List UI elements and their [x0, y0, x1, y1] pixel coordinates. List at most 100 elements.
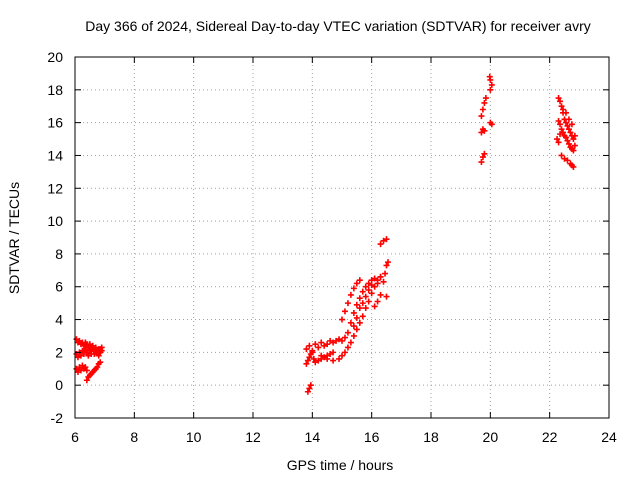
data-point — [571, 142, 578, 149]
data-point — [353, 280, 360, 287]
data-point — [353, 301, 360, 308]
data-point — [350, 332, 357, 339]
data-point — [554, 136, 561, 143]
data-point — [303, 360, 310, 367]
data-point — [570, 136, 577, 143]
data-point — [356, 305, 363, 312]
data-point — [558, 126, 565, 133]
data-point — [570, 147, 577, 154]
data-point — [565, 126, 572, 133]
y-tick-label: 12 — [47, 180, 63, 196]
data-point — [347, 339, 354, 346]
data-point — [481, 150, 488, 157]
data-point — [310, 355, 317, 362]
x-axis-title: GPS time / hours — [287, 457, 394, 473]
data-point — [365, 287, 372, 294]
data-point — [89, 346, 96, 353]
chart-title: Day 366 of 2024, Sidereal Day-to-day VTE… — [85, 18, 591, 34]
data-point — [555, 117, 562, 124]
x-tick-label: 8 — [130, 429, 138, 445]
data-point — [97, 359, 104, 366]
data-point — [564, 137, 571, 144]
data-point — [339, 352, 345, 359]
data-point — [356, 277, 363, 284]
y-tick-label: 0 — [55, 377, 63, 393]
data-point — [558, 152, 565, 159]
data-point — [98, 344, 105, 351]
data-point — [324, 355, 331, 362]
x-tick-label: 22 — [542, 429, 558, 445]
y-axis-title: SDTVAR / TECUs — [6, 182, 22, 294]
data-point — [368, 282, 375, 289]
data-point — [306, 354, 313, 361]
data-point — [565, 140, 572, 147]
x-tick-labels: 6 8 10 12 14 16 18 20 22 24 — [71, 429, 617, 445]
data-point — [482, 95, 489, 102]
data-point — [562, 119, 569, 126]
x-tick-label: 16 — [364, 429, 380, 445]
data-point — [339, 316, 345, 323]
data-point — [384, 259, 391, 266]
data-point — [487, 86, 494, 93]
data-point — [336, 355, 343, 362]
data-point — [82, 364, 89, 371]
data-point — [359, 313, 366, 320]
data-point — [303, 346, 310, 353]
data-point — [383, 262, 390, 269]
data-point — [570, 163, 577, 170]
data-point — [557, 131, 564, 138]
x-tick-label: 10 — [186, 429, 202, 445]
data-point — [383, 293, 390, 300]
data-point — [481, 99, 488, 106]
data-point — [383, 236, 390, 243]
data-point — [362, 305, 369, 312]
grid — [75, 57, 609, 418]
data-point — [306, 342, 313, 349]
data-point — [481, 127, 488, 134]
y-tick-label: -2 — [51, 410, 64, 426]
data-point — [350, 309, 357, 316]
data-point — [353, 326, 360, 333]
data-point — [365, 298, 372, 305]
data-point — [309, 347, 316, 354]
data-point — [83, 377, 90, 384]
x-tick-label: 6 — [71, 429, 79, 445]
data-point — [479, 154, 486, 161]
data-point — [94, 364, 101, 371]
ticks — [74, 56, 610, 419]
data-point — [341, 308, 348, 315]
data-points — [73, 73, 578, 395]
data-point — [356, 319, 363, 326]
data-point — [350, 323, 357, 330]
data-point — [377, 291, 384, 298]
y-tick-label: 2 — [55, 344, 63, 360]
data-point — [555, 139, 562, 146]
x-tick-label: 18 — [423, 429, 439, 445]
data-point — [567, 129, 574, 136]
x-tick-label: 24 — [601, 429, 617, 445]
y-tick-label: 14 — [47, 147, 63, 163]
y-tick-label: 8 — [55, 246, 63, 262]
data-point — [341, 349, 348, 356]
y-tick-label: 20 — [47, 49, 63, 65]
data-point — [488, 81, 495, 88]
data-point — [571, 132, 578, 139]
data-point — [359, 300, 366, 307]
data-point — [353, 314, 360, 321]
data-point — [558, 103, 565, 110]
data-point — [478, 113, 485, 120]
y-tick-label: 4 — [55, 312, 63, 328]
data-point — [330, 357, 337, 364]
data-point — [304, 357, 311, 364]
data-point — [564, 122, 571, 129]
data-point — [344, 329, 351, 336]
plot-border — [74, 56, 610, 419]
y-tick-label: 10 — [47, 213, 63, 229]
y-tick-label: 16 — [47, 115, 63, 131]
data-point — [557, 98, 564, 105]
data-point — [377, 273, 384, 280]
data-point — [560, 106, 567, 113]
y-tick-label: 18 — [47, 82, 63, 98]
data-point — [562, 109, 569, 116]
data-point — [312, 341, 319, 348]
